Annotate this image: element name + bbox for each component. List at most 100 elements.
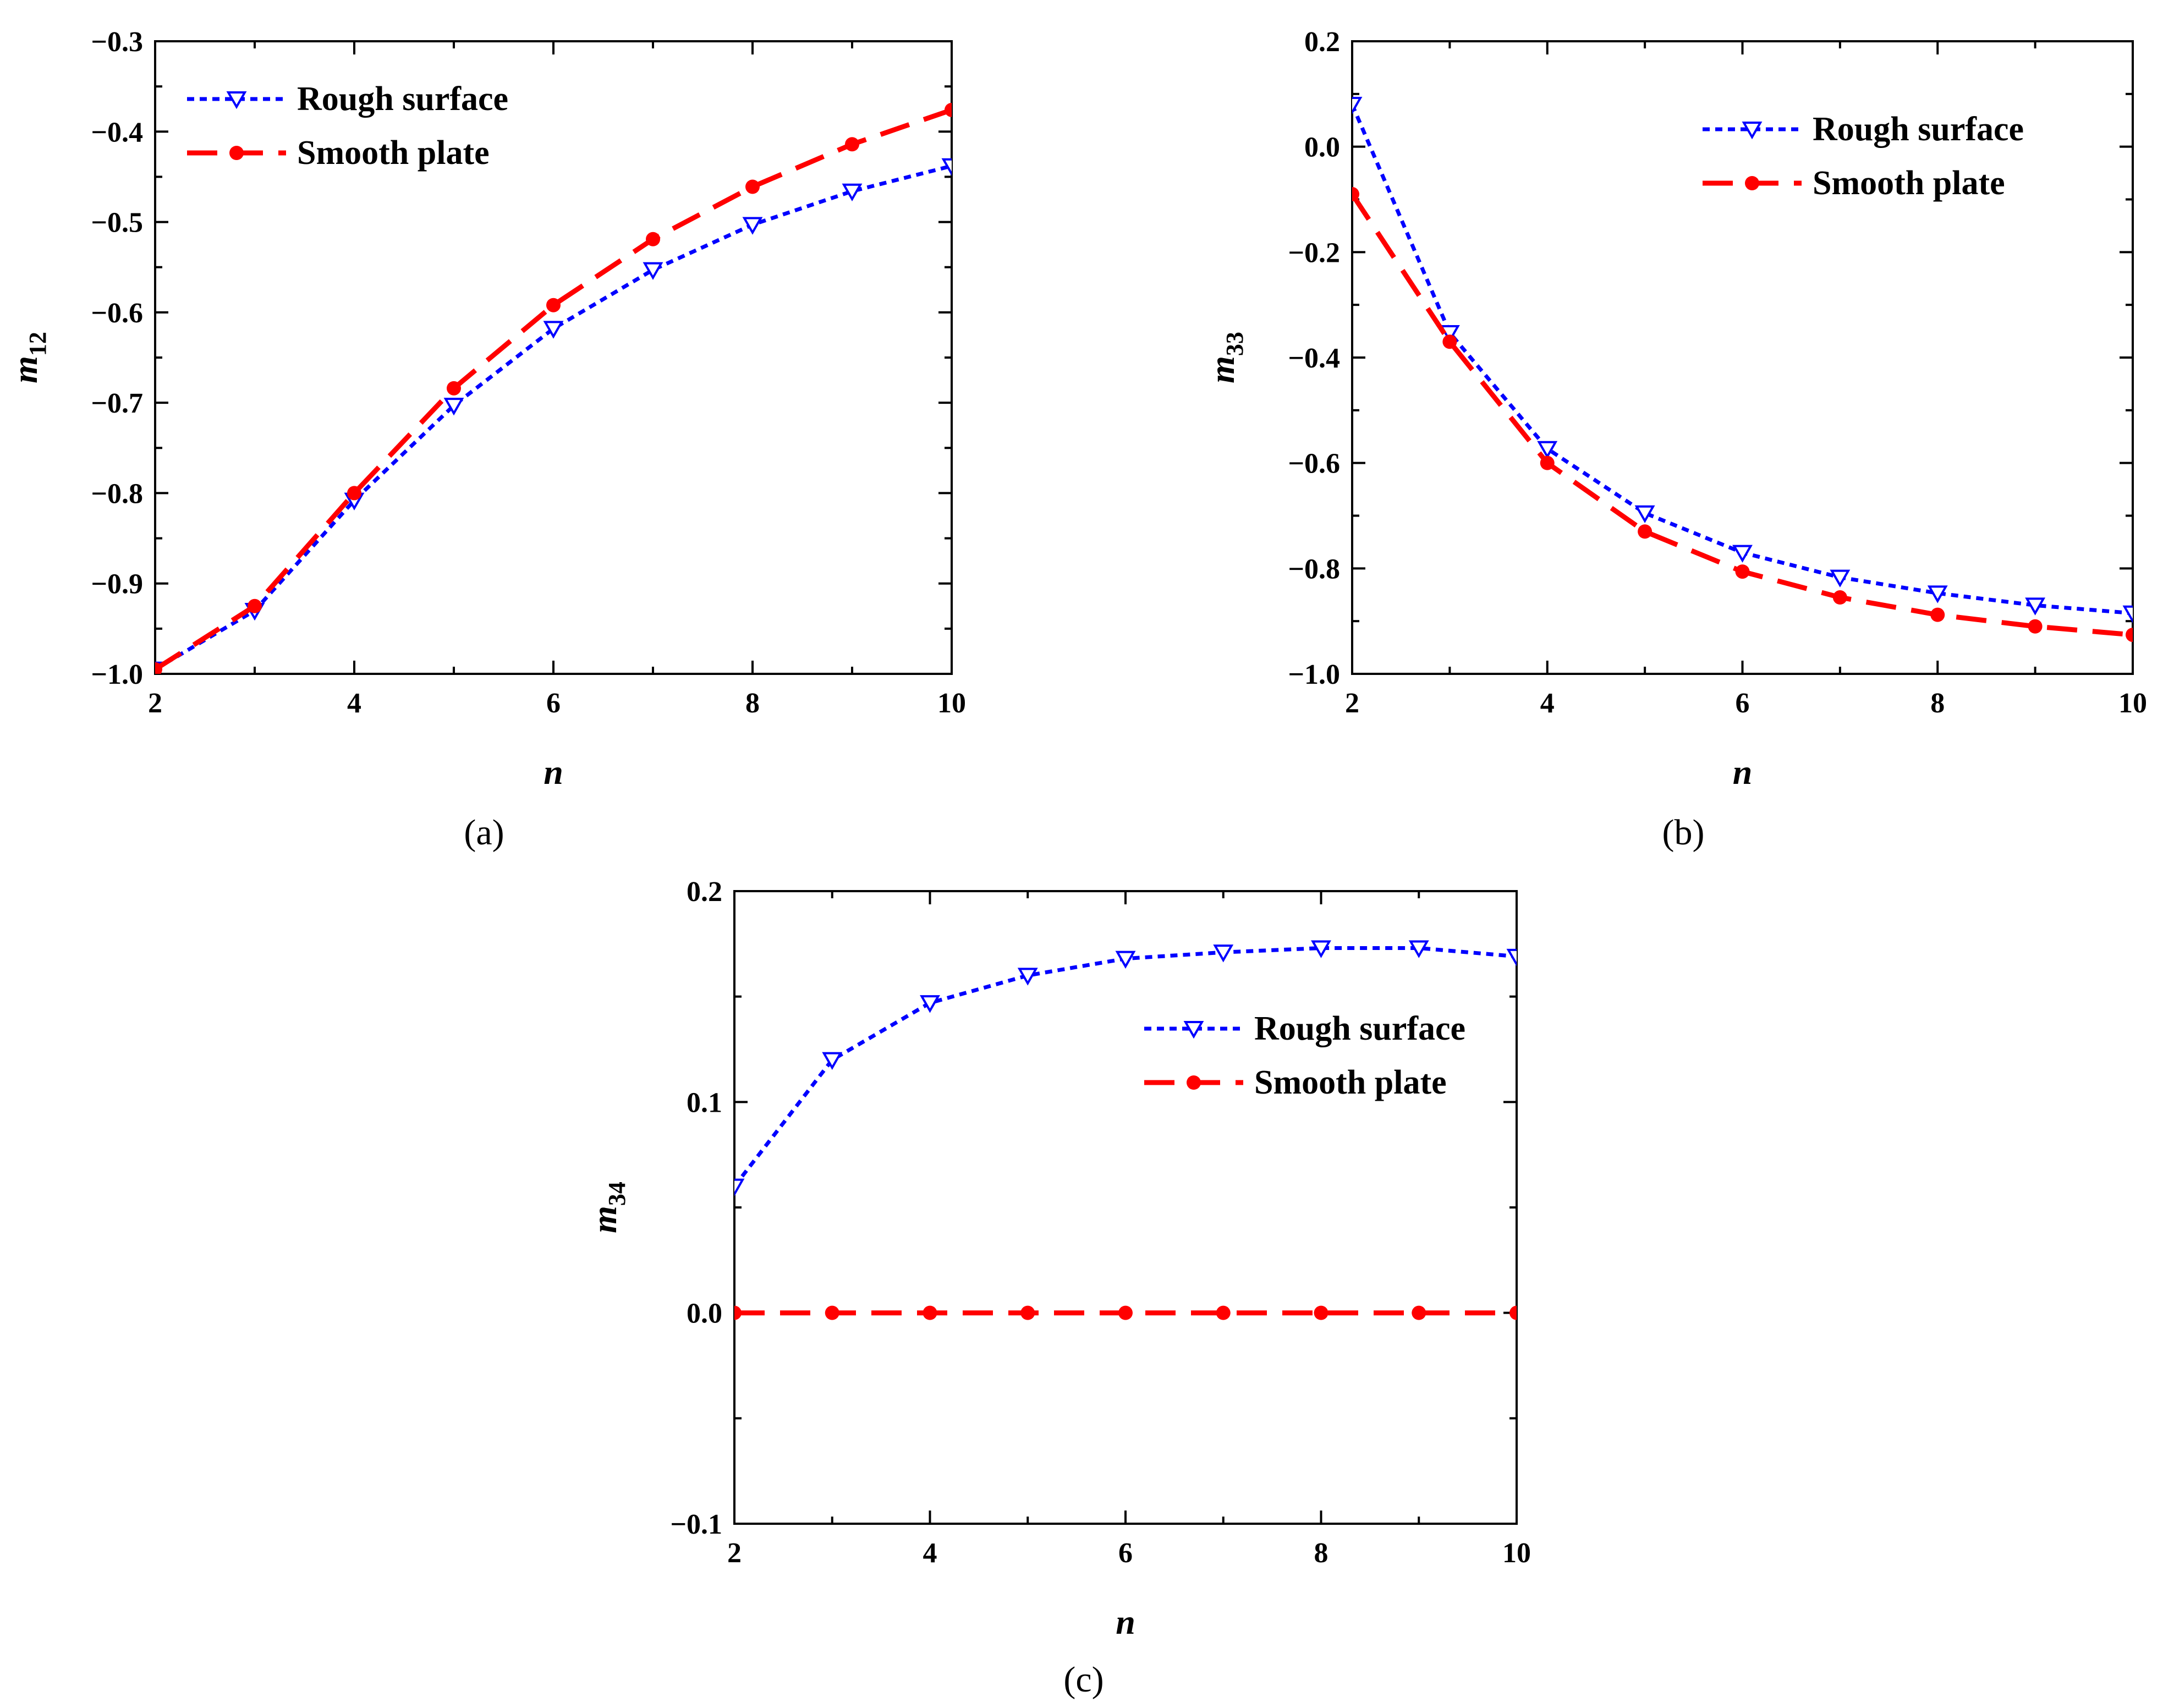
data-point-smooth: [734, 1305, 742, 1320]
data-point-rough: [1732, 545, 1753, 563]
y-tick-label: −1.0: [91, 659, 143, 690]
y-tick-label: −0.7: [91, 388, 143, 419]
data-point-rough: [734, 1178, 745, 1196]
data-point-smooth: [248, 598, 262, 613]
panel-3: 2 4 6 8 10 −0.1 0.0 0.1 0.2 n m34 Rough surface Smoo…: [585, 876, 1531, 1700]
data-point-smooth: [845, 137, 859, 152]
data-point-smooth: [1638, 524, 1653, 539]
series-group: [1352, 97, 2133, 642]
y-tick-label: −0.5: [91, 207, 143, 239]
data-point-smooth: [1352, 186, 1359, 201]
legend-marker: [1183, 1021, 1204, 1039]
legend-label: Smooth plate: [1813, 164, 2005, 202]
y-axis-title-main: m: [6, 356, 45, 383]
x-axis-title: n: [544, 753, 563, 792]
series-line-smooth: [155, 107, 952, 672]
legend-label: Rough surface: [297, 80, 508, 118]
data-point-smooth: [2028, 619, 2043, 634]
y-tick-label: −0.6: [91, 298, 143, 329]
y-tick-label: −1.0: [1288, 659, 1340, 690]
x-tick-label: 2: [1345, 688, 1359, 719]
x-tick-label: 4: [923, 1537, 937, 1569]
y-tick-label: −0.4: [91, 117, 143, 148]
data-point-smooth: [945, 102, 952, 117]
legend-label: Smooth plate: [297, 134, 490, 172]
legend-item-rough: Rough surface: [1703, 111, 2024, 148]
y-axis-title: m34: [585, 1182, 630, 1233]
y-tick-label: −0.6: [1288, 448, 1340, 480]
data-point-rough: [1927, 585, 1948, 603]
data-point-smooth: [1442, 334, 1457, 349]
legend-marker: [226, 91, 247, 109]
data-point-rough: [543, 321, 564, 339]
data-point-rough: [643, 262, 663, 280]
panel-2: 2 4 6 8 10 −1.0 −0.8 −0.6 −0.4 −0.2 0.0 0.2 n m33 Roug…: [1203, 26, 2147, 853]
data-point-rough: [2025, 597, 2046, 616]
data-point-smooth: [1314, 1305, 1328, 1320]
data-point-smooth: [155, 662, 162, 674]
panel-1: 2 4 6 8 10 −1.0 −0.9 −0.8 −0.7 −0.6 −0.5 −0.4 −0.3 n m…: [6, 26, 966, 853]
y-tick-label: 0.0: [687, 1298, 722, 1330]
data-point-rough: [920, 995, 940, 1013]
data-point-rough: [1439, 325, 1460, 343]
data-point-smooth: [1412, 1305, 1426, 1320]
data-point-rough: [1017, 968, 1038, 986]
y-tick-label: 0.0: [1304, 132, 1340, 163]
x-axis-title: n: [1733, 753, 1753, 792]
data-point-smooth: [447, 381, 461, 396]
legend-marker: [1742, 122, 1763, 140]
x-axis-title: n: [1116, 1602, 1135, 1641]
legend-marker: [1187, 1075, 1201, 1090]
legend-item-rough: Rough surface: [187, 80, 508, 118]
x-tick-label: 8: [745, 688, 760, 719]
data-point-rough: [822, 1052, 843, 1070]
data-point-smooth: [1216, 1305, 1231, 1320]
panel-label: (c): [1063, 1660, 1104, 1700]
legend-label: Rough surface: [1254, 1010, 1465, 1047]
x-tick-label: 6: [1736, 688, 1750, 719]
y-tick-label: −0.9: [91, 569, 143, 600]
y-tick-label: 0.2: [687, 876, 722, 908]
legend-label: Rough surface: [1813, 111, 2024, 148]
y-tick-label: −0.3: [91, 26, 143, 58]
plot-frame: [733, 890, 1518, 1525]
data-point-smooth: [923, 1305, 937, 1320]
data-point-smooth: [1930, 607, 1945, 622]
y-axis-title-sub: 33: [1221, 332, 1248, 356]
data-point-rough: [941, 158, 952, 176]
x-tick-label: 6: [546, 688, 561, 719]
data-point-smooth: [1509, 1305, 1517, 1320]
data-point-smooth: [745, 179, 760, 194]
data-point-rough: [1830, 569, 1851, 587]
data-point-smooth: [1020, 1305, 1035, 1320]
panel-label: (a): [464, 812, 504, 853]
x-tick-label: 2: [148, 688, 162, 719]
legend-marker: [229, 146, 244, 160]
data-point-smooth: [546, 298, 561, 312]
legend-item-smooth: Smooth plate: [1144, 1064, 1447, 1101]
y-tick-label: −0.2: [1288, 237, 1340, 268]
series-line-rough: [155, 164, 952, 671]
plot-frame: [154, 40, 953, 675]
x-tick-label: 6: [1118, 1537, 1133, 1569]
data-point-rough: [742, 217, 763, 235]
data-point-rough: [1408, 940, 1429, 958]
data-point-smooth: [646, 232, 660, 246]
series-group: [155, 102, 952, 674]
x-tick-label: 10: [937, 688, 966, 719]
y-axis-title-sub: 34: [603, 1182, 630, 1206]
legend-item-rough: Rough surface: [1144, 1010, 1465, 1047]
data-point-smooth: [825, 1305, 839, 1320]
panel-label: (b): [1662, 812, 1705, 853]
y-tick-label: 0.1: [687, 1087, 722, 1118]
data-point-smooth: [1832, 590, 1847, 605]
data-point-smooth: [1118, 1305, 1133, 1320]
x-tick-label: 10: [2118, 688, 2147, 719]
y-tick-label: −0.4: [1288, 343, 1340, 374]
data-point-rough: [1213, 944, 1234, 963]
x-tick-label: 4: [347, 688, 361, 719]
y-tick-label: 0.2: [1304, 26, 1340, 58]
y-tick-label: −0.8: [1288, 553, 1340, 585]
data-point-rough: [1311, 940, 1331, 958]
